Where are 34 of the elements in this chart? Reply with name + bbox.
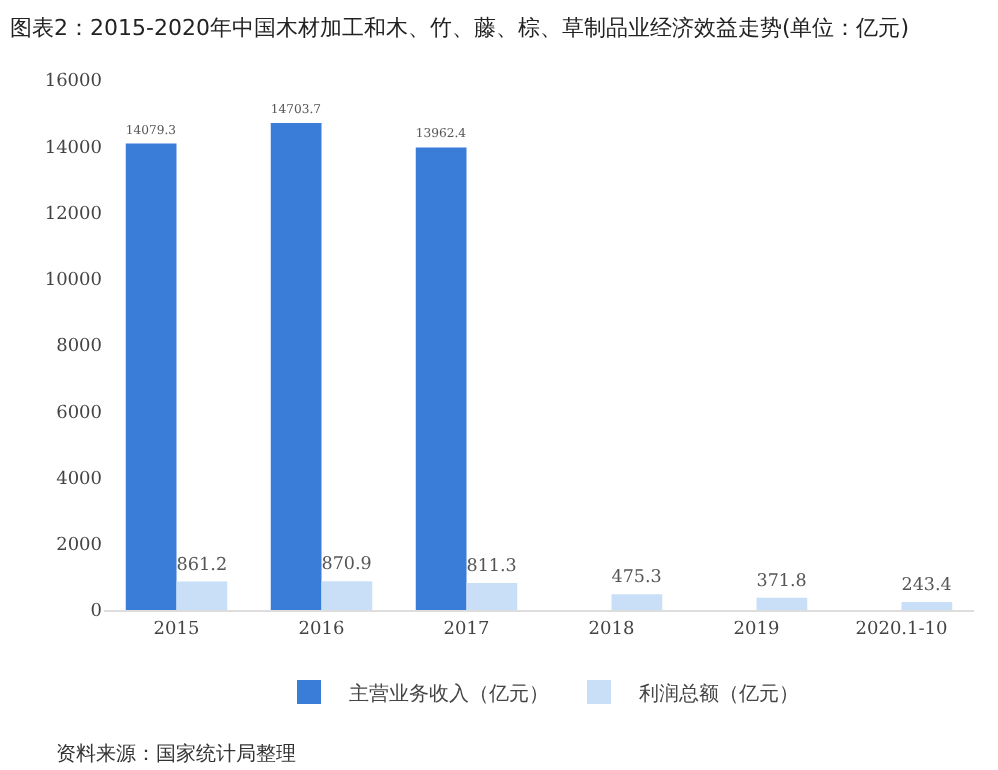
data-label: 811.3 — [466, 557, 517, 578]
x-tick-label: 2015 — [153, 619, 200, 640]
y-tick-label: 6000 — [56, 403, 103, 424]
bar — [901, 601, 953, 610]
y-tick-label: 10000 — [44, 271, 103, 292]
y-tick-label: 2000 — [56, 536, 103, 557]
x-tick-label: 2020.1-10 — [855, 619, 949, 640]
data-label: 861.2 — [176, 555, 228, 576]
data-label: 870.9 — [321, 555, 372, 576]
x-tick-label: 2017 — [443, 619, 490, 640]
bar — [321, 581, 373, 610]
bar — [611, 594, 663, 610]
y-tick-label: 16000 — [44, 72, 103, 93]
bar — [270, 122, 322, 610]
bar — [466, 583, 518, 610]
x-tick-label: 2019 — [733, 619, 780, 640]
bar — [415, 147, 467, 610]
y-tick-label: 8000 — [56, 337, 103, 358]
bar — [756, 597, 808, 610]
legend-label: 利润总额（亿元） — [639, 681, 799, 706]
text: 资料来源：国家统计局整理 — [56, 742, 296, 766]
y-tick-label: 14000 — [44, 138, 103, 159]
bar — [176, 581, 228, 610]
x-tick-label: 2018 — [588, 619, 635, 640]
chart-title: 图表2：2015-2020年中国木材加工和木、竹、藤、棕、草制品业经济效益走势(单位：亿元) — [9, 14, 910, 41]
data-label: 475.3 — [611, 568, 662, 589]
bar — [125, 143, 177, 610]
data-label: 243.4 — [901, 576, 953, 597]
data-label: 371.8 — [756, 571, 807, 592]
y-tick-label: 4000 — [56, 469, 103, 490]
legend-label: 主营业务收入（亿元） — [349, 681, 549, 706]
x-tick-label: 2016 — [298, 619, 345, 640]
y-tick-label: 12000 — [44, 204, 103, 225]
y-tick-label: 0 — [90, 602, 103, 623]
